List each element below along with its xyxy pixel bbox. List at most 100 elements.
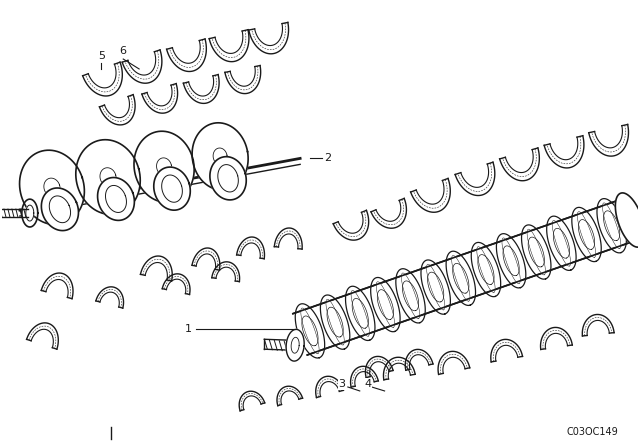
Polygon shape xyxy=(428,272,444,302)
Polygon shape xyxy=(547,216,576,271)
Polygon shape xyxy=(83,62,122,96)
Polygon shape xyxy=(602,203,621,249)
Polygon shape xyxy=(239,391,265,411)
Polygon shape xyxy=(582,314,614,336)
Polygon shape xyxy=(218,164,238,192)
Polygon shape xyxy=(351,366,378,387)
Polygon shape xyxy=(452,255,470,301)
Polygon shape xyxy=(497,234,526,288)
Polygon shape xyxy=(579,220,595,250)
Polygon shape xyxy=(327,307,343,337)
Polygon shape xyxy=(49,196,70,223)
Polygon shape xyxy=(44,178,60,197)
Polygon shape xyxy=(346,286,375,340)
Polygon shape xyxy=(352,298,369,328)
Polygon shape xyxy=(522,225,551,279)
Polygon shape xyxy=(452,263,469,293)
Polygon shape xyxy=(27,323,58,349)
Polygon shape xyxy=(616,193,640,247)
Polygon shape xyxy=(604,211,620,241)
Polygon shape xyxy=(589,125,628,156)
Polygon shape xyxy=(42,273,73,299)
Polygon shape xyxy=(446,251,476,306)
Polygon shape xyxy=(99,95,135,125)
Text: 5: 5 xyxy=(98,51,105,61)
Polygon shape xyxy=(365,357,393,378)
Polygon shape xyxy=(20,150,84,224)
Polygon shape xyxy=(225,65,260,94)
Polygon shape xyxy=(142,84,177,113)
Polygon shape xyxy=(22,199,38,227)
Text: 4: 4 xyxy=(364,379,371,389)
Polygon shape xyxy=(163,274,190,294)
Text: C03OC149: C03OC149 xyxy=(566,426,618,437)
Polygon shape xyxy=(597,198,627,253)
Polygon shape xyxy=(295,304,324,358)
Polygon shape xyxy=(572,207,601,262)
Polygon shape xyxy=(371,277,400,332)
Text: 3: 3 xyxy=(339,379,346,389)
Polygon shape xyxy=(157,158,172,176)
Polygon shape xyxy=(302,316,318,346)
Polygon shape xyxy=(321,295,350,349)
Polygon shape xyxy=(213,148,227,165)
Polygon shape xyxy=(140,256,172,281)
Polygon shape xyxy=(503,246,519,276)
Polygon shape xyxy=(192,248,220,270)
Polygon shape xyxy=(552,220,570,266)
Polygon shape xyxy=(371,198,406,228)
Polygon shape xyxy=(134,131,194,202)
Polygon shape xyxy=(351,290,369,336)
Polygon shape xyxy=(42,188,79,231)
Polygon shape xyxy=(502,238,520,284)
Polygon shape xyxy=(421,260,451,314)
Polygon shape xyxy=(97,177,134,220)
Polygon shape xyxy=(212,262,239,282)
Polygon shape xyxy=(210,157,246,200)
Polygon shape xyxy=(237,237,264,259)
Polygon shape xyxy=(378,290,394,319)
Polygon shape xyxy=(162,175,182,202)
Polygon shape xyxy=(403,281,419,311)
Polygon shape xyxy=(438,351,470,375)
Polygon shape xyxy=(249,22,289,54)
Polygon shape xyxy=(275,228,302,249)
Polygon shape xyxy=(122,50,162,83)
Polygon shape xyxy=(286,329,304,361)
Polygon shape xyxy=(528,237,545,267)
Polygon shape xyxy=(541,327,572,349)
Polygon shape xyxy=(316,376,344,397)
Polygon shape xyxy=(401,273,420,319)
Polygon shape xyxy=(500,148,540,181)
Polygon shape xyxy=(577,211,596,257)
Polygon shape xyxy=(471,242,500,297)
Polygon shape xyxy=(455,162,495,195)
Polygon shape xyxy=(544,136,584,168)
Polygon shape xyxy=(192,123,248,190)
Polygon shape xyxy=(301,308,319,354)
Polygon shape xyxy=(166,39,206,72)
Polygon shape xyxy=(209,30,249,62)
Polygon shape xyxy=(96,287,124,308)
Polygon shape xyxy=(554,228,570,258)
Polygon shape xyxy=(527,229,545,275)
Polygon shape xyxy=(100,168,116,186)
Polygon shape xyxy=(26,205,34,221)
Polygon shape xyxy=(477,247,495,293)
Polygon shape xyxy=(76,140,140,215)
Polygon shape xyxy=(333,211,369,240)
Text: 1: 1 xyxy=(186,324,192,334)
Polygon shape xyxy=(405,349,433,370)
Polygon shape xyxy=(478,254,494,284)
Polygon shape xyxy=(184,74,219,103)
Polygon shape xyxy=(491,340,522,362)
Polygon shape xyxy=(326,299,344,345)
Polygon shape xyxy=(376,282,394,327)
Text: 6: 6 xyxy=(120,46,127,56)
Polygon shape xyxy=(411,178,451,212)
Polygon shape xyxy=(426,264,445,310)
Polygon shape xyxy=(396,269,425,323)
Polygon shape xyxy=(106,185,127,212)
Text: 2: 2 xyxy=(324,153,332,164)
Polygon shape xyxy=(291,337,299,353)
